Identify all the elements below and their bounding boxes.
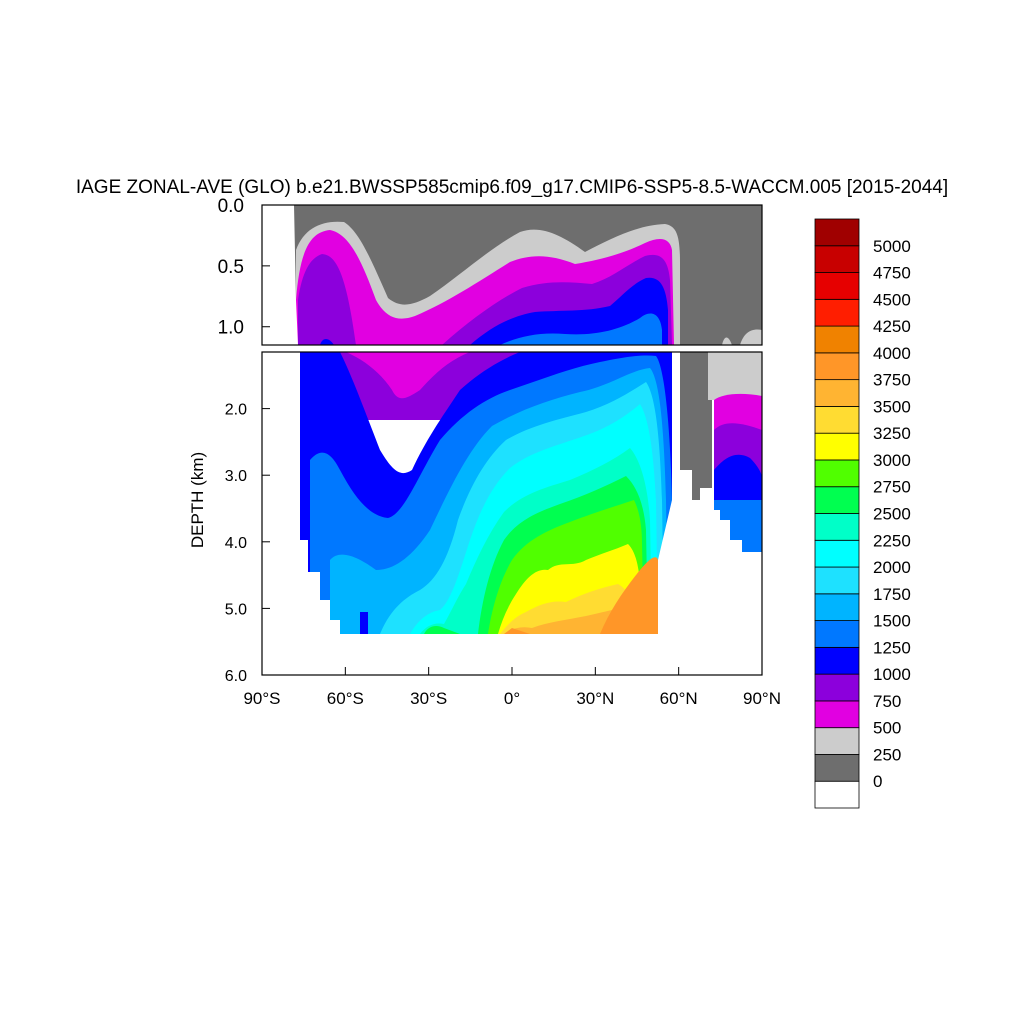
colorbar-swatch	[814, 432, 860, 461]
colorbar-swatch	[814, 298, 860, 327]
seamount-notch	[360, 612, 368, 634]
lower-depth-panel	[262, 352, 762, 675]
colorbar-swatch	[814, 673, 860, 702]
chart-title: IAGE ZONAL-AVE (GLO) b.e21.BWSSP585cmip6…	[76, 177, 948, 198]
upper-depth-panel	[262, 205, 762, 345]
land-mask-lower	[262, 352, 762, 675]
colorbar-swatch	[814, 459, 860, 488]
colorbar-label: 1750	[873, 585, 911, 604]
x-tick-label: 60°N	[660, 689, 698, 708]
colorbar-label: 2750	[873, 478, 911, 497]
y-axis-label: DEPTH (km)	[188, 452, 207, 548]
x-tick-label: 0°	[504, 689, 520, 708]
colorbar-swatch	[814, 646, 860, 675]
colorbar-swatch	[814, 727, 860, 755]
y-tick-label-upper: 1.0	[218, 318, 244, 339]
arctic-basin-blue	[714, 454, 762, 500]
colorbar-label: 1500	[873, 612, 911, 631]
colorbar-swatch	[814, 272, 860, 300]
colorbar-label: 1000	[873, 665, 911, 684]
x-tick-label: 30°N	[576, 689, 614, 708]
arctic-shallow-light	[722, 329, 762, 345]
y-tick-label-lower: 4.0	[225, 535, 247, 552]
colorbar-label: 2000	[873, 558, 911, 577]
colorbar-label: 4250	[873, 317, 911, 336]
colorbar-label: 3000	[873, 451, 911, 470]
x-tick-label: 30°S	[410, 689, 447, 708]
colorbar-label: 4750	[873, 264, 911, 283]
colorbar-swatch	[814, 245, 860, 273]
colorbar-label: 3250	[873, 424, 911, 443]
colorbar-swatch	[814, 539, 860, 568]
colorbar-label: 4500	[873, 290, 911, 309]
colorbar-swatch	[814, 325, 860, 354]
contour-fill-1000-1250-upper	[320, 277, 668, 345]
colorbar-label: 750	[873, 692, 901, 711]
y-tick-label-lower: 3.0	[225, 468, 247, 485]
colorbar-label: 500	[873, 719, 901, 738]
arctic-basin-mid-blue	[714, 500, 762, 552]
y-tick-label-lower: 2.0	[225, 402, 247, 419]
x-tick-label: 90°S	[243, 689, 280, 708]
colorbar-swatch	[814, 754, 860, 782]
colorbar-label: 5000	[873, 237, 911, 256]
colorbar-swatch	[814, 352, 860, 381]
x-tick-label: 60°S	[327, 689, 364, 708]
contour-fill-3750-4000-lower-b	[504, 628, 530, 634]
colorbar-swatch	[814, 513, 860, 541]
contour-fill-3750-4000-lower	[600, 557, 658, 634]
colorbar-swatch	[814, 593, 860, 621]
colorbar-swatch	[814, 406, 860, 434]
colorbar-swatch	[814, 486, 860, 514]
arctic-sill-upper	[680, 205, 762, 345]
colorbar-label: 2250	[873, 531, 911, 550]
x-tick-label: 90°N	[743, 689, 781, 708]
y-tick-label-upper: 0.5	[218, 257, 244, 278]
axes-layer: 90°S 60°S 30°S 0° 30°N 60°N 90°N 0.0 0.5 1.0 2.0 3.…	[188, 196, 781, 708]
arctic-sill-lower	[680, 352, 712, 500]
contour-fill-500-750-lower	[346, 352, 470, 399]
y-tick-label-upper: 0.0	[218, 196, 244, 217]
contour-fill-3500-3750-lower	[504, 606, 634, 634]
upper-panel-frame	[261, 204, 763, 346]
y-tick-label-lower: 5.0	[225, 601, 247, 618]
colorbar-swatch	[814, 379, 860, 407]
colorbar-label: 0	[873, 772, 882, 791]
arctic-basin-light	[708, 352, 762, 400]
y-tick-label-lower: 6.0	[225, 668, 247, 685]
colorbar-label: 4000	[873, 344, 911, 363]
colorbar-label: 1250	[873, 638, 911, 657]
colorbar-label: 3500	[873, 397, 911, 416]
contour-fill-1250-1500-upper	[500, 313, 662, 345]
colorbar-swatch	[814, 566, 860, 595]
colorbar-label: 3750	[873, 371, 911, 390]
colorbar-swatch	[814, 218, 860, 247]
land-mask-antarctica-upper	[262, 205, 298, 345]
colorbar-label: 250	[873, 745, 901, 764]
colorbar: 0 250 500 750 1000 1250 1500 1750 2000 2250 2500 27…	[814, 218, 911, 809]
colorbar-swatch	[814, 620, 860, 648]
colorbar-label: 2500	[873, 505, 911, 524]
colorbar-swatch	[814, 780, 860, 809]
colorbar-swatch	[814, 700, 860, 729]
